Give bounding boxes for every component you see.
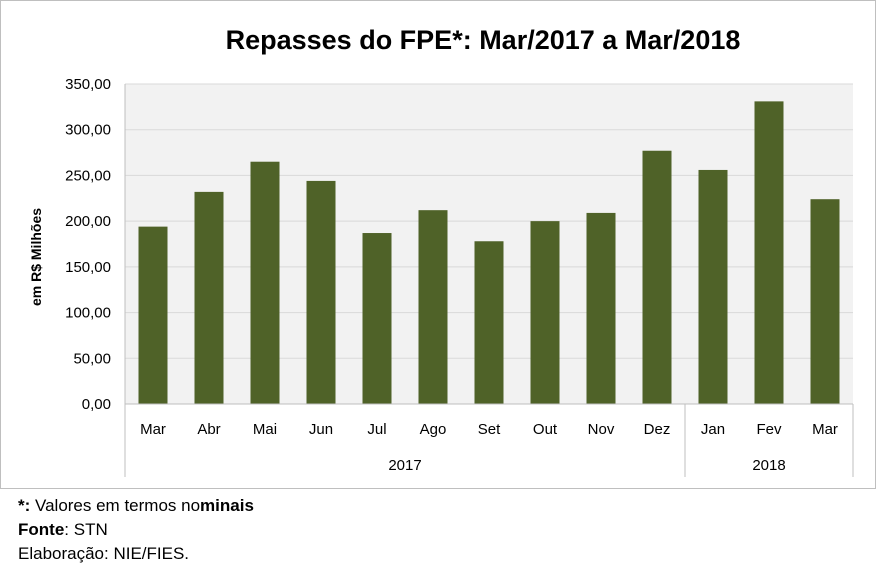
footnote-star: *: xyxy=(18,496,31,515)
x-tick-label: Out xyxy=(533,421,558,438)
y-tick-label: 50,00 xyxy=(73,350,111,367)
footnotes: *: Valores em termos nominais Fonte: STN… xyxy=(18,494,254,566)
y-tick-label: 300,00 xyxy=(65,122,111,139)
group-label: 2017 xyxy=(388,457,421,474)
bar xyxy=(362,233,392,404)
footnote-text: Valores em termos no xyxy=(30,496,201,515)
footnote-nominal: *: Valores em termos nominais xyxy=(18,494,254,518)
x-tick-label: Mai xyxy=(253,421,277,438)
bar xyxy=(138,226,168,404)
y-tick-label: 0,00 xyxy=(82,396,111,413)
group-label: 2018 xyxy=(752,457,785,474)
x-tick-label: Jul xyxy=(367,421,386,438)
source-value: : STN xyxy=(64,520,108,539)
bar xyxy=(642,150,672,404)
chart-title: Repasses do FPE*: Mar/2017 a Mar/2018 xyxy=(226,25,741,55)
y-axis-label: em R$ Milhões xyxy=(28,208,44,306)
y-tick-label: 250,00 xyxy=(65,167,111,184)
x-tick-label: Set xyxy=(478,421,501,438)
bar xyxy=(474,241,504,404)
bar xyxy=(194,191,224,404)
x-tick-label: Fev xyxy=(756,421,782,438)
x-tick-label: Nov xyxy=(588,421,615,438)
bar xyxy=(306,180,336,404)
plot-area: 0,00 50,00 100,00 150,00 200,00 250,00 300,00 3… xyxy=(65,76,854,477)
bar xyxy=(418,210,448,404)
y-tick-label: 200,00 xyxy=(65,213,111,230)
x-tick-label: Jun xyxy=(309,421,333,438)
x-tick-label: Abr xyxy=(197,421,220,438)
chart-frame: Repasses do FPE*: Mar/2017 a Mar/2018 em… xyxy=(0,0,876,489)
footnote-text-bold: minais xyxy=(200,496,254,515)
y-tick-label: 100,00 xyxy=(65,305,111,322)
y-tick-label: 150,00 xyxy=(65,259,111,276)
bar xyxy=(586,212,616,404)
bar xyxy=(530,221,560,404)
footnote-source: Fonte: STN xyxy=(18,518,254,542)
x-tick-label: Jan xyxy=(701,421,725,438)
source-label: Fonte xyxy=(18,520,65,539)
y-tick-label: 350,00 xyxy=(65,76,111,93)
bar xyxy=(698,169,728,404)
bar xyxy=(754,101,784,404)
x-tick-label: Dez xyxy=(644,421,671,438)
bar xyxy=(810,199,840,404)
footnote-elaboration: Elaboração: NIE/FIES. xyxy=(18,544,190,563)
bar xyxy=(250,161,280,404)
x-tick-label: Mar xyxy=(140,421,166,438)
x-tick-label: Ago xyxy=(420,421,447,438)
x-tick-label: Mar xyxy=(812,421,838,438)
bar-chart: Repasses do FPE*: Mar/2017 a Mar/2018 em… xyxy=(28,25,854,477)
